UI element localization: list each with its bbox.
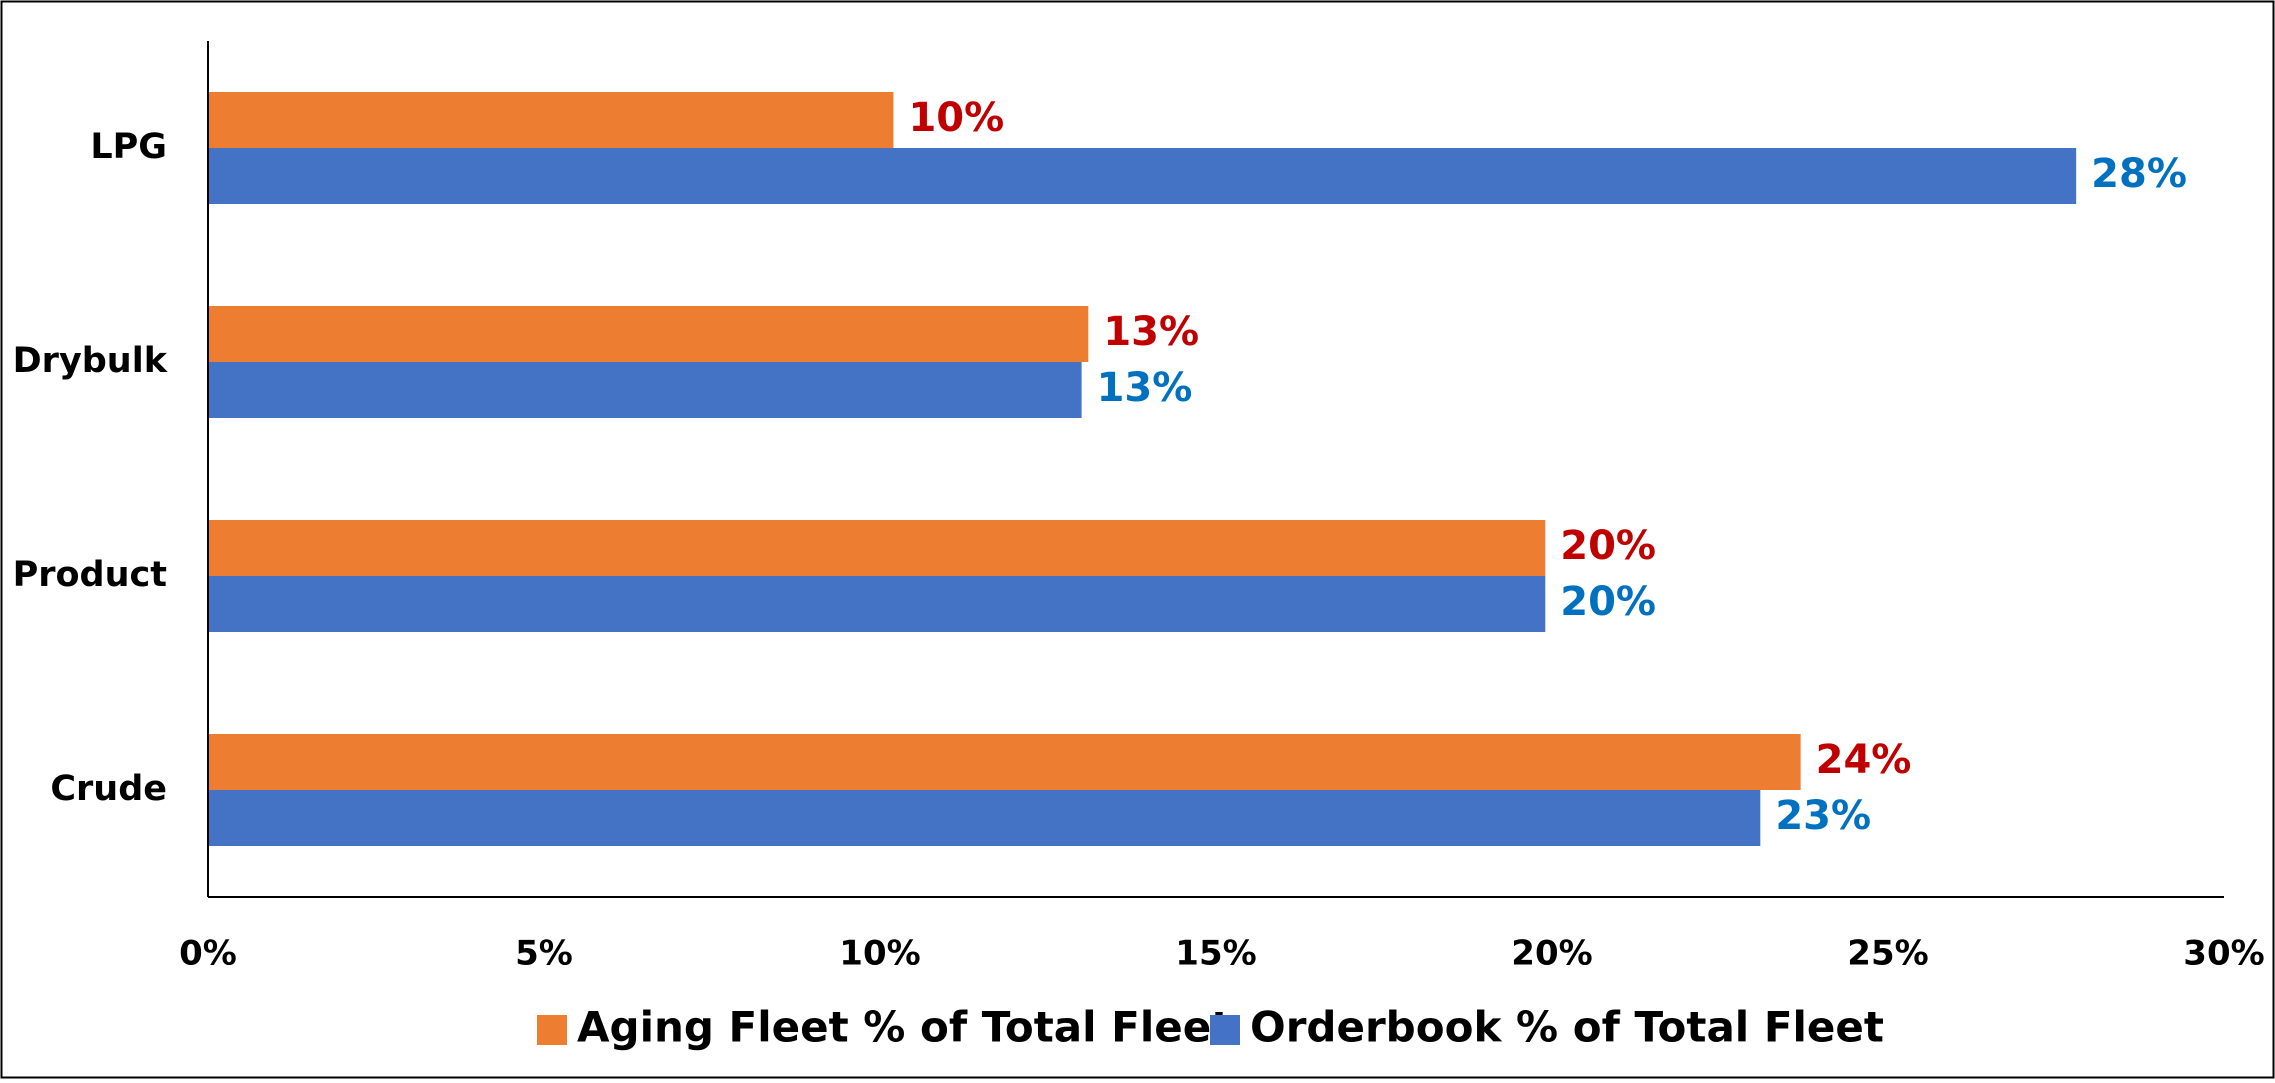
bar	[208, 576, 1546, 632]
data-label: 20%	[1560, 523, 1656, 569]
x-tick-label: 5%	[515, 934, 573, 974]
x-tick-label: 10%	[839, 934, 920, 974]
data-label: 13%	[1103, 309, 1199, 355]
legend-label: Orderbook % of Total Fleet	[1250, 1003, 1884, 1052]
legend-label: Aging Fleet % of Total Fleet	[577, 1003, 1231, 1052]
legend-swatch	[537, 1015, 567, 1045]
legend-swatch	[1210, 1015, 1240, 1045]
bar	[208, 790, 1761, 846]
y-tick-label: Product	[13, 555, 167, 595]
y-tick-label: Crude	[50, 769, 167, 809]
y-tick-label: Drybulk	[13, 341, 168, 381]
bar	[208, 92, 894, 148]
bar	[208, 734, 1801, 790]
y-tick-label: LPG	[90, 127, 167, 167]
x-tick-label: 30%	[2183, 934, 2264, 974]
data-label: 28%	[2091, 151, 2187, 197]
bar	[208, 520, 1546, 576]
data-label: 24%	[1816, 737, 1912, 783]
x-tick-label: 15%	[1175, 934, 1256, 974]
bar	[208, 148, 2077, 204]
bar	[208, 362, 1082, 418]
data-label: 13%	[1097, 365, 1193, 411]
x-tick-label: 20%	[1511, 934, 1592, 974]
data-label: 20%	[1560, 579, 1656, 625]
bar	[208, 306, 1089, 362]
data-label: 23%	[1775, 793, 1871, 839]
x-tick-label: 0%	[179, 934, 237, 974]
data-label: 10%	[908, 95, 1004, 141]
x-tick-label: 25%	[1847, 934, 1928, 974]
